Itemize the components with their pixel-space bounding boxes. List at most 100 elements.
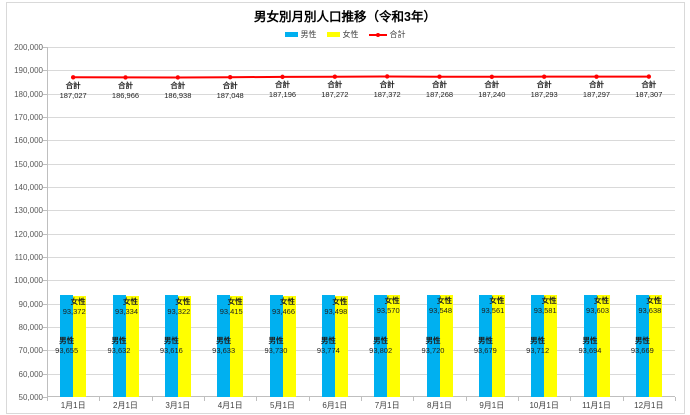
x-axis-tick <box>204 397 205 401</box>
x-axis-tick <box>570 397 572 401</box>
total-line-marker <box>437 74 442 79</box>
x-axis-tick <box>413 397 415 401</box>
bar-female <box>596 295 610 397</box>
y-axis-labels: 50,000 60,000 70,000 80,000 90,000 100,000 110… <box>0 43 43 402</box>
data-label-total: 合計 187,272 <box>321 80 349 100</box>
data-label-female: 女性 93,603 <box>586 296 609 316</box>
total-series-swatch-icon <box>368 31 387 38</box>
x-axis-tick <box>308 397 310 401</box>
y-tick-label: 100,000 <box>14 276 43 286</box>
y-axis-tick <box>43 257 47 258</box>
data-label-female: 女性 93,334 <box>115 296 138 316</box>
x-tick-label: 10月1日 <box>529 401 559 410</box>
data-label-male: 男性 93,712 <box>526 336 550 355</box>
gridline <box>47 187 675 188</box>
data-label-female: 女性 93,322 <box>167 296 191 316</box>
male-series-swatch-icon <box>284 32 298 37</box>
bar-male <box>269 294 283 397</box>
gridline <box>47 373 675 375</box>
y-tick-label: 110,000 <box>14 253 43 262</box>
y-tick-label: 170,000 <box>14 113 43 122</box>
data-label-male: 男性 93,730 <box>264 335 288 355</box>
bar-male <box>60 295 74 397</box>
gridline <box>47 327 675 328</box>
data-label-total: 合計 187,268 <box>425 80 454 100</box>
data-label-male: 男性 93,720 <box>421 335 445 355</box>
x-axis-labels: 1月1日 2月1日 3月1日 4月1日 5月1日 6月1日 7月1日 8月1日 9月1日 10月1… <box>47 400 675 412</box>
y-tick-label: 90,000 <box>18 299 43 309</box>
x-axis-tick <box>465 397 467 401</box>
total-line-marker <box>646 74 652 79</box>
legend-item-female: 女性 <box>326 29 359 40</box>
x-tick-label: 4月1日 <box>217 401 243 410</box>
y-tick-label: 130,000 <box>14 206 43 216</box>
data-label-male: 男性 93,694 <box>578 336 602 356</box>
female-series-swatch-icon <box>326 32 340 37</box>
y-axis-tick <box>43 397 47 398</box>
bar-male <box>217 295 231 397</box>
bar-female <box>439 295 453 397</box>
y-tick-label: 150,000 <box>14 159 43 169</box>
gridline <box>47 210 675 212</box>
y-tick-label: 70,000 <box>18 346 43 356</box>
y-tick-label: 80,000 <box>18 323 43 332</box>
total-line-marker <box>594 74 599 79</box>
bar-male <box>531 295 545 397</box>
bar-female <box>125 295 139 397</box>
x-axis-tick <box>151 397 153 401</box>
gridline <box>47 93 675 95</box>
data-label-male: 男性 93,679 <box>473 336 497 356</box>
x-axis-tick <box>518 397 519 401</box>
total-line-marker <box>280 74 285 80</box>
data-label-total: 合計 187,307 <box>635 80 663 100</box>
data-label-female: 女性 93,372 <box>62 296 86 316</box>
y-tick-label: 50,000 <box>18 393 43 402</box>
data-label-male: 男性 93,616 <box>159 336 183 356</box>
bar-male <box>583 295 597 397</box>
bar-female <box>282 295 296 397</box>
x-axis-tick <box>675 397 676 401</box>
legend-label-female: 女性 <box>342 30 359 39</box>
x-axis-tick <box>99 397 101 401</box>
data-label-total: 合計 186,938 <box>164 80 192 100</box>
bar-male <box>374 294 388 397</box>
x-tick-label: 2月1日 <box>113 401 138 410</box>
bar-female <box>73 295 87 397</box>
x-tick-label: 3月1日 <box>165 401 191 410</box>
y-tick-label: 180,000 <box>14 89 43 99</box>
chart-title: 男女別月別人口推移（令和3年） <box>254 10 436 24</box>
y-tick-label: 190,000 <box>14 66 43 76</box>
y-axis-tick <box>43 280 47 282</box>
bar-male <box>635 295 649 397</box>
gridline <box>47 140 675 142</box>
data-label-total: 合計 187,048 <box>216 80 244 100</box>
y-tick-label: 120,000 <box>14 229 43 239</box>
legend-item-total: 合計 <box>368 29 406 40</box>
data-label-female: 女性 93,638 <box>638 296 662 316</box>
gridline <box>47 47 675 48</box>
y-axis-tick <box>43 70 47 72</box>
data-label-male: 男性 93,669 <box>630 336 654 356</box>
x-tick-label: 8月1日 <box>427 401 452 410</box>
bar-female <box>648 295 662 397</box>
total-line-marker <box>489 74 495 79</box>
bar-female <box>334 295 348 397</box>
data-label-total: 合計 187,293 <box>530 80 558 100</box>
y-tick-label: 60,000 <box>18 369 43 379</box>
data-label-male: 男性 93,802 <box>369 335 393 355</box>
y-tick-label: 200,000 <box>14 43 43 52</box>
bar-male <box>321 294 335 397</box>
legend-item-male: 男性 <box>284 29 317 40</box>
total-line-marker <box>227 75 233 80</box>
y-axis-tick <box>43 163 47 165</box>
y-axis-tick <box>43 350 47 352</box>
data-label-total: 合計 187,027 <box>59 80 87 100</box>
gridline <box>47 117 675 118</box>
bar-female <box>544 295 558 397</box>
data-label-female: 女性 93,581 <box>533 296 557 316</box>
gridline <box>47 280 675 282</box>
total-line-marker <box>123 75 128 80</box>
bar-female <box>230 295 244 397</box>
data-label-female: 女性 93,561 <box>481 296 505 316</box>
chart-legend: 男性 女性 合計 <box>0 29 690 40</box>
